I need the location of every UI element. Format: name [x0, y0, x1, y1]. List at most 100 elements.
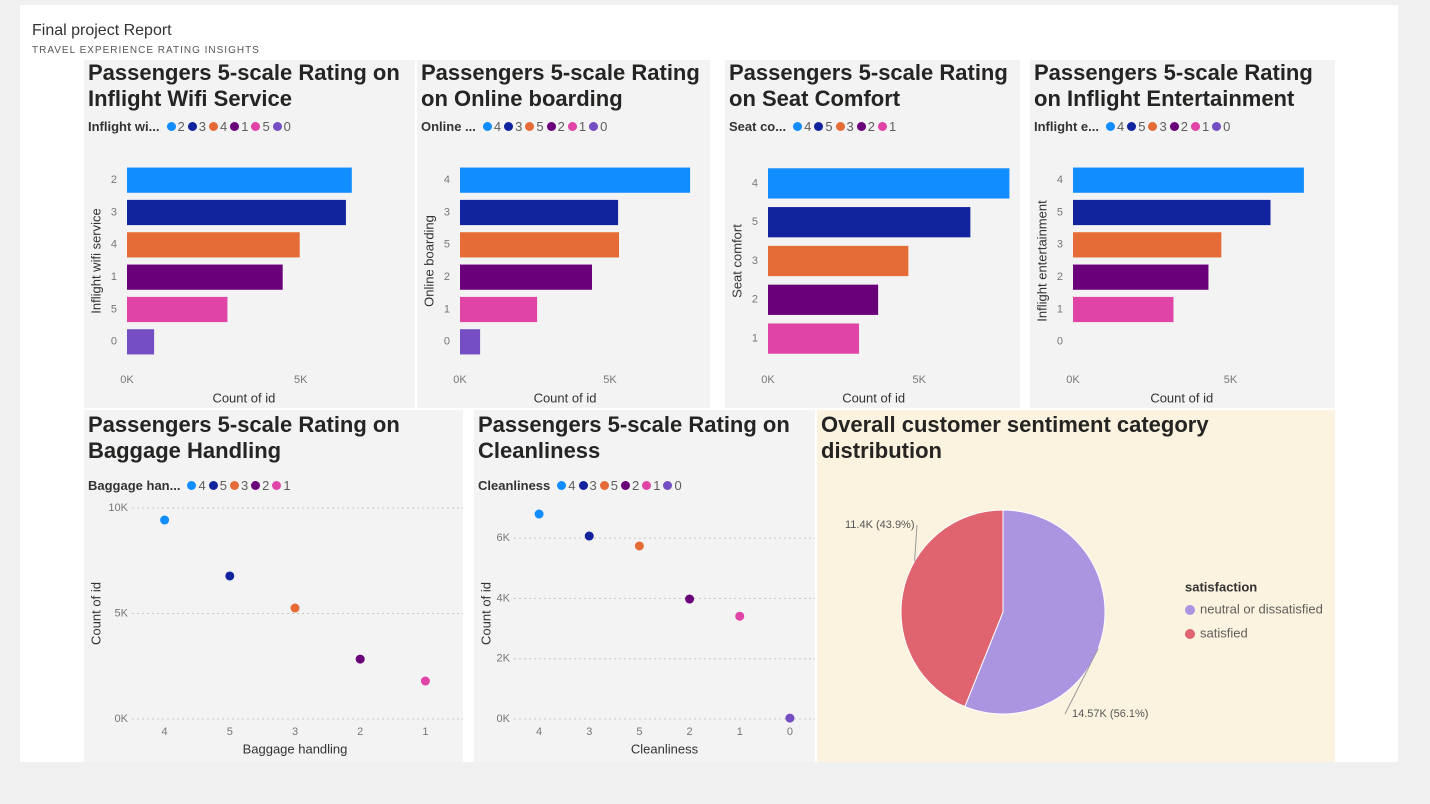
- data-label: 11.4K (43.9%): [845, 519, 915, 531]
- legend-title: satisfaction: [1185, 579, 1257, 594]
- data-point: [534, 509, 544, 519]
- legend-marker: [1212, 122, 1222, 131]
- y-axis-label: Inflight entertainment: [1034, 200, 1049, 322]
- legend-label: 0: [1223, 119, 1231, 134]
- x-tick-label: 5K: [603, 374, 617, 386]
- legend-marker: [229, 481, 239, 490]
- chart-title: Overall customer sentiment category dist…: [821, 412, 1209, 463]
- report-canvas: Final project Report TRAVEL EXPERIENCE R…: [20, 5, 1398, 762]
- y-tick-label: 2: [444, 271, 450, 283]
- x-axis-label: Count of id: [212, 390, 275, 405]
- legend-label: 2: [557, 119, 565, 134]
- x-tick-label: 0: [787, 726, 793, 738]
- legend-marker: [557, 481, 567, 490]
- x-tick-label: 0K: [120, 374, 134, 386]
- x-axis-label: Count of id: [1150, 390, 1213, 405]
- leader-line: [1064, 648, 1099, 715]
- x-axis-label: Cleanliness: [631, 741, 699, 756]
- data-label: 14.57K (56.1%): [1072, 708, 1148, 720]
- x-tick-label: 0K: [761, 374, 775, 386]
- report-title: Final project Report: [32, 22, 172, 39]
- y-tick-label: 10K: [108, 502, 128, 514]
- legend-title: Cleanliness: [478, 478, 551, 493]
- bar: [127, 296, 228, 323]
- legend-label: 5: [536, 119, 544, 134]
- x-tick-label: 5K: [294, 374, 308, 386]
- legend-label: 2: [262, 478, 270, 493]
- legend-label: 3: [589, 478, 597, 493]
- bar: [1073, 167, 1304, 193]
- chart-panel: 0K 5K 4 3 5 2 1 0 Count of id Online boarding Pass…: [417, 60, 710, 408]
- legend-marker: [663, 481, 673, 490]
- legend: Baggage han... 4 5 3 2 1: [88, 478, 291, 493]
- legend: Seat co... 4 5 3 2 1: [729, 119, 896, 134]
- legend-marker: [1148, 122, 1158, 131]
- legend-label: 4: [1117, 119, 1125, 134]
- legend-label: 3: [846, 119, 854, 134]
- bar: [1073, 296, 1174, 323]
- legend-marker: [620, 481, 630, 490]
- pie-slice: [964, 509, 1106, 715]
- legend-marker: [814, 122, 824, 131]
- legend-marker: [878, 122, 888, 131]
- legend-marker: [642, 481, 652, 490]
- legend-marker: [1190, 122, 1200, 131]
- chart: 14.57K (56.1%) 11.4K (43.9%) satisfaction n…: [845, 509, 1323, 720]
- y-tick-label: 2: [752, 294, 758, 306]
- legend-label: 1: [653, 478, 661, 493]
- legend-label: 4: [493, 119, 502, 134]
- legend: Online ... 4 3 5 2 1 0: [421, 119, 607, 134]
- chart: 0K 5K 4 5 3 2 1 Count of id Seat comfort: [729, 168, 1010, 405]
- x-axis-label: Count of id: [534, 390, 597, 405]
- legend-marker: [567, 122, 577, 131]
- x-tick-label: 3: [586, 726, 592, 738]
- y-tick-label: 6K: [497, 532, 511, 544]
- x-tick-label: 5: [636, 726, 642, 738]
- y-tick-label: 5: [444, 239, 450, 251]
- y-tick-label: 3: [1057, 239, 1063, 251]
- x-tick-label: 5: [227, 726, 233, 738]
- legend-label: 2: [867, 119, 876, 134]
- y-tick-label: 4: [111, 239, 117, 251]
- y-tick-label: 2K: [497, 653, 511, 665]
- y-tick-label: 1: [444, 303, 450, 315]
- legend-label: 1: [241, 119, 249, 134]
- bar: [768, 284, 879, 315]
- legend-title: Inflight e...: [1034, 119, 1099, 134]
- legend-label: 1: [283, 478, 291, 493]
- y-axis-label: Online boarding: [421, 215, 436, 307]
- chart: 0K 5K 2 3 4 1 5 0 Count of id Inflight wifi servi…: [88, 167, 352, 405]
- data-point: [735, 611, 745, 621]
- legend-title: Online ...: [421, 119, 476, 134]
- bar: [127, 199, 346, 226]
- legend-marker: [272, 481, 282, 490]
- x-axis-label: Count of id: [842, 390, 905, 405]
- legend-marker: [230, 122, 240, 131]
- report-subtitle: TRAVEL EXPERIENCE RATING INSIGHTS: [32, 45, 260, 56]
- legend-label: 3: [515, 119, 523, 134]
- y-tick-label: 3: [752, 255, 758, 267]
- x-axis-label: Baggage handling: [243, 741, 348, 756]
- legend: Inflight e... 4 5 3 2 1 0: [1034, 119, 1230, 134]
- chart-title: Passengers 5-scale Rating on Online boar…: [421, 60, 700, 111]
- bar: [127, 264, 283, 290]
- legend-label: 0: [674, 478, 682, 493]
- legend-label: 3: [1159, 119, 1167, 134]
- y-tick-label: 5: [752, 216, 758, 228]
- bar: [768, 245, 909, 277]
- legend-label: 4: [568, 478, 576, 493]
- y-tick-label: 3: [111, 206, 117, 218]
- legend-label: 0: [283, 119, 291, 134]
- data-point: [290, 603, 300, 613]
- data-point: [785, 713, 795, 723]
- bar: [460, 232, 619, 258]
- legend-label: 2: [1180, 119, 1188, 134]
- legend-marker: [208, 122, 218, 131]
- legend-marker: [272, 122, 282, 131]
- legend-label: 5: [825, 119, 833, 134]
- legend-marker: [1169, 122, 1179, 131]
- y-tick-label: 2: [1057, 271, 1063, 283]
- chart-title: Passengers 5-scale Rating on Seat Comfor…: [729, 60, 1008, 111]
- bar: [127, 232, 300, 258]
- bar: [1073, 232, 1222, 258]
